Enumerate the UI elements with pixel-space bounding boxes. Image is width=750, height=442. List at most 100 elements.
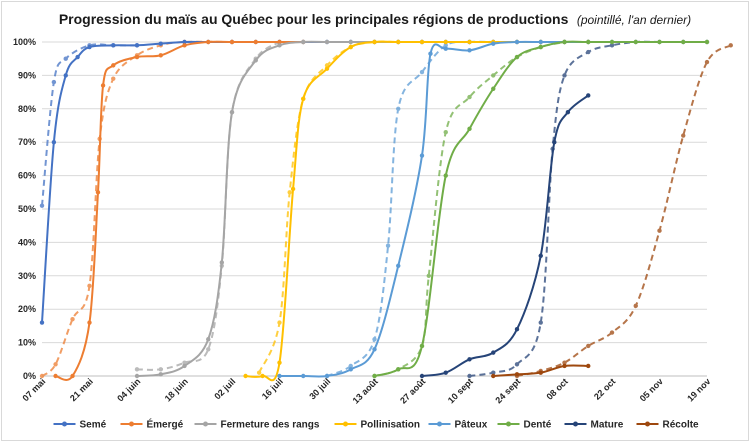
data-point	[372, 347, 377, 352]
data-point	[586, 39, 591, 45]
data-point	[134, 54, 140, 60]
data-point-previous	[609, 43, 615, 48]
data-point	[565, 109, 571, 115]
series-line-current	[55, 40, 304, 381]
data-point	[277, 360, 282, 365]
x-tick-label: 08 oct	[544, 376, 569, 401]
data-point	[419, 153, 425, 158]
data-point	[75, 54, 80, 60]
data-point-previous	[443, 43, 448, 48]
data-point	[491, 373, 496, 379]
data-point	[396, 39, 401, 45]
data-point	[443, 46, 448, 51]
data-point-previous	[657, 228, 662, 233]
data-point	[538, 44, 543, 50]
y-tick-label: 70%	[18, 137, 36, 147]
data-point	[206, 337, 211, 342]
chart-subtitle: (pointillé, l'an dernier)	[577, 13, 691, 27]
legend-label: Denté	[524, 420, 552, 431]
chart-title: Progression du maïs au Québec pour les p…	[59, 11, 569, 27]
data-point	[324, 66, 330, 71]
data-point-previous	[491, 370, 496, 375]
data-point	[301, 39, 306, 45]
data-point	[95, 190, 101, 195]
data-point-previous	[633, 303, 638, 309]
y-tick-label: 40%	[18, 237, 36, 247]
y-tick-label: 10%	[18, 338, 36, 348]
y-tick-label: 0%	[23, 371, 36, 381]
data-point-previous	[385, 243, 391, 248]
y-tick-label: 50%	[18, 204, 36, 214]
data-point	[253, 58, 258, 63]
series-line-previous	[516, 44, 732, 377]
data-point-previous	[372, 337, 377, 342]
data-point	[538, 370, 543, 375]
data-point-previous	[256, 370, 262, 375]
data-point-previous	[206, 347, 211, 352]
data-point	[51, 140, 57, 145]
data-point	[657, 39, 662, 45]
data-point	[467, 357, 472, 362]
data-point-previous	[277, 320, 282, 325]
legend-marker	[343, 421, 348, 427]
data-point-previous	[562, 73, 567, 78]
legend-marker	[506, 421, 511, 427]
data-point	[443, 39, 448, 45]
data-point-previous	[39, 203, 45, 208]
data-point-previous	[53, 362, 58, 367]
y-tick-label: 60%	[18, 171, 36, 181]
data-point-previous	[111, 76, 116, 81]
data-point	[111, 43, 116, 48]
data-point	[70, 373, 75, 379]
data-point	[396, 263, 401, 268]
data-point	[134, 43, 140, 48]
data-point-previous	[419, 69, 425, 75]
data-point-previous	[70, 317, 75, 322]
legend-label: Émergé	[147, 418, 184, 431]
y-tick-label: 30%	[18, 271, 36, 281]
data-point	[277, 373, 282, 379]
data-point-previous	[396, 106, 401, 112]
legend-label: Pollinisation	[361, 420, 420, 431]
data-point	[182, 363, 187, 369]
x-tick-label: 22 oct	[592, 376, 617, 401]
data-point	[514, 372, 520, 377]
data-point	[348, 367, 353, 372]
data-point	[491, 350, 496, 355]
chart-title-group: Progression du maïs au Québec pour les p…	[59, 11, 691, 28]
data-point-previous	[609, 330, 615, 335]
data-point-previous	[514, 362, 520, 367]
data-point-previous	[87, 283, 92, 289]
data-point-previous	[704, 59, 710, 65]
data-point	[704, 39, 710, 45]
series-fermeture-des-rangs-previous	[134, 39, 282, 372]
y-tick-label: 20%	[18, 304, 36, 314]
series-dente-current	[372, 39, 710, 379]
data-point	[348, 44, 353, 50]
data-point-previous	[287, 190, 292, 195]
data-point	[277, 43, 282, 48]
data-point	[562, 39, 567, 45]
legend-item-pateux: Pâteux	[428, 420, 488, 431]
series-line-current	[245, 40, 589, 382]
legend-item-dente: Denté	[497, 420, 552, 431]
series-pollinisation-previous	[256, 39, 401, 375]
data-point	[219, 260, 225, 265]
legend-label: Semé	[80, 420, 107, 431]
series-line-current	[374, 40, 707, 377]
data-point-previous	[51, 79, 57, 85]
data-point	[443, 173, 448, 178]
data-point	[681, 39, 686, 45]
x-tick-label: 30 juil	[307, 376, 332, 401]
x-tick-label: 27 août	[398, 376, 427, 405]
legend-item-emerge: Émergé	[120, 418, 184, 431]
data-point	[324, 373, 330, 379]
x-tick-label: 02 juil	[212, 376, 237, 401]
data-point	[206, 39, 211, 45]
x-axis-ticks: 07 mai 21 mai 04 juin 18 juin 02 juil 16 juil…	[21, 376, 713, 405]
data-point-previous	[443, 129, 448, 135]
data-point	[301, 96, 306, 101]
data-point	[467, 126, 472, 132]
x-tick-label: 19 nov	[685, 376, 712, 403]
data-point-previous	[467, 373, 472, 379]
